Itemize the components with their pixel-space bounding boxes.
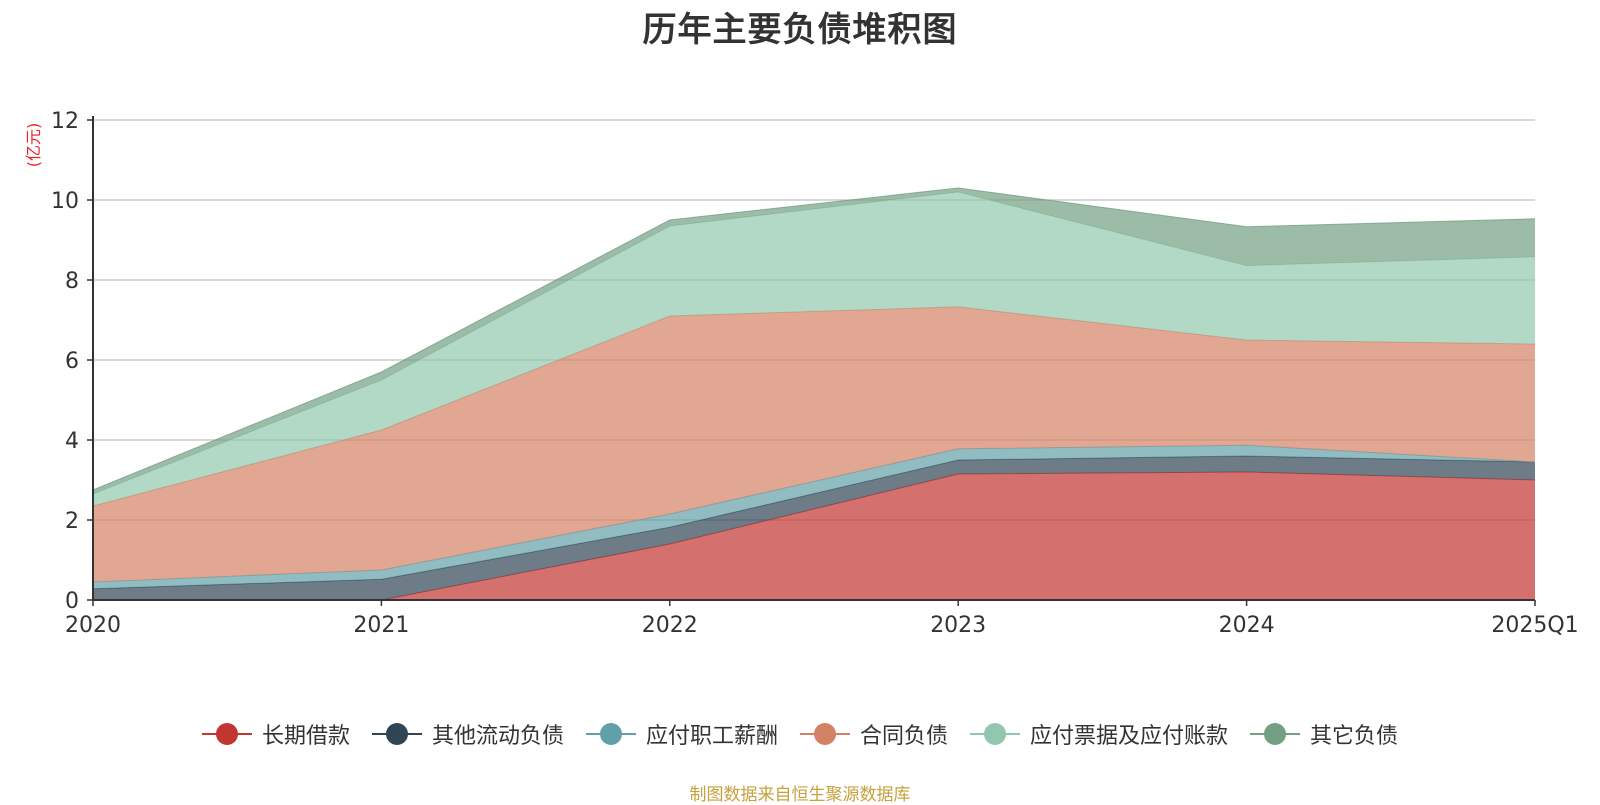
area-series-0[interactable] xyxy=(93,472,1535,600)
legend-item-4[interactable]: 应付票据及应付账款 xyxy=(970,718,1228,750)
legend-marker-icon xyxy=(585,722,636,746)
x-tick-label-2: 2022 xyxy=(642,613,698,638)
legend-label: 长期借款 xyxy=(261,724,350,749)
legend-item-0[interactable]: 长期借款 xyxy=(201,718,350,750)
legend-label: 应付职工薪酬 xyxy=(645,724,778,749)
x-tick-label-1: 2021 xyxy=(353,613,409,638)
legend-label: 应付票据及应付账款 xyxy=(1030,724,1229,749)
area-series-1[interactable] xyxy=(93,456,1535,600)
legend-item-3[interactable]: 合同负债 xyxy=(800,718,948,750)
y-tick-label-0: 0 xyxy=(65,589,79,614)
legend-item-1[interactable]: 其他流动负债 xyxy=(371,718,564,750)
y-tick-label-4: 8 xyxy=(65,269,79,294)
source-note: 制图数据来自恒生聚源数据库 xyxy=(689,785,911,805)
legend-item-2[interactable]: 应付职工薪酬 xyxy=(585,718,778,750)
y-tick-label-1: 2 xyxy=(65,509,79,534)
x-tick-label-5: 2025Q1 xyxy=(1491,613,1578,638)
y-tick-label-5: 10 xyxy=(51,189,79,214)
area-series-line-5 xyxy=(92,187,1536,491)
y-tick-label-3: 6 xyxy=(65,349,79,374)
legend: 长期借款 其他流动负债 应付职工薪酬 合同负债 应付票据及应付账款 其它负债 xyxy=(0,718,1600,750)
legend-marker-icon xyxy=(1250,722,1301,746)
x-tick-label-0: 2020 xyxy=(65,613,121,638)
x-tick-label-4: 2024 xyxy=(1219,613,1275,638)
axes: 0 2 4 6 8 10 12 2020 2021 2022 2023 2024 2025Q1 xyxy=(51,109,1579,638)
chart-title: 历年主要负债堆积图 xyxy=(642,10,958,50)
x-tick-label-3: 2023 xyxy=(930,613,986,638)
chart-plot: 0 2 4 6 8 10 12 2020 2021 2022 2023 2024 2025Q1 xyxy=(51,109,1579,638)
area-series-4[interactable] xyxy=(93,192,1535,506)
legend-item-5[interactable]: 其它负债 xyxy=(1250,718,1398,750)
legend-marker-icon xyxy=(371,722,422,746)
legend-label: 合同负债 xyxy=(860,724,949,749)
legend-marker-icon xyxy=(201,722,252,746)
legend-marker-icon xyxy=(800,722,850,746)
stacked-areas xyxy=(92,187,1536,601)
y-tick-label-2: 4 xyxy=(65,429,79,454)
legend-label: 其他流动负债 xyxy=(431,724,564,749)
legend-marker-icon xyxy=(970,722,1021,746)
area-series-3[interactable] xyxy=(93,306,1535,582)
legend-label: 其它负债 xyxy=(1310,724,1399,749)
y-tick-label-6: 12 xyxy=(51,109,79,134)
